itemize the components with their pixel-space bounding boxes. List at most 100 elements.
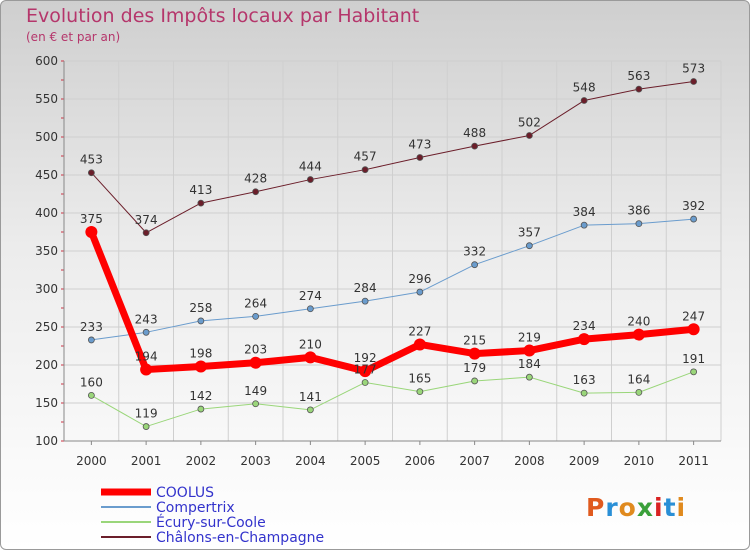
data-label-compertrix: 332 — [463, 245, 486, 259]
legend-label-coolus: COOLUS — [156, 485, 214, 501]
data-label-compertrix: 296 — [408, 272, 431, 286]
data-label-coolus: 215 — [463, 334, 486, 348]
data-label--cury-sur-coole: 141 — [299, 390, 322, 404]
data-point-compertrix — [361, 297, 369, 305]
data-point-ch-lons-en-champagne — [635, 85, 643, 93]
data-label-compertrix: 274 — [299, 289, 322, 303]
data-point-compertrix — [580, 221, 588, 229]
y-tick-label: 150 — [35, 396, 58, 410]
data-point-ch-lons-en-champagne — [252, 188, 260, 196]
data-label-compertrix: 392 — [682, 199, 705, 213]
x-tick-label: 2009 — [569, 454, 600, 468]
logo-letter: i — [654, 493, 664, 522]
data-label-coolus: 240 — [627, 315, 650, 329]
data-point-ch-lons-en-champagne — [416, 154, 424, 161]
data-label-ch-lons-en-champagne: 428 — [244, 172, 267, 186]
x-tick-label: 2002 — [186, 454, 217, 468]
data-label-ch-lons-en-champagne: 453 — [80, 153, 103, 167]
logo-letter: o — [618, 493, 637, 522]
legend-label--cury-sur-coole: Écury-sur-Coole — [156, 514, 266, 531]
data-point--cury-sur-coole — [361, 379, 369, 386]
x-tick-label: 2011 — [678, 454, 709, 468]
data-label-compertrix: 284 — [354, 281, 377, 295]
data-label-ch-lons-en-champagne: 413 — [189, 183, 212, 197]
x-tick-label: 2005 — [350, 454, 381, 468]
data-point-compertrix — [197, 317, 205, 325]
x-tick-label: 2003 — [240, 454, 271, 468]
y-tick-label: 500 — [35, 130, 58, 144]
series-line--cury-sur-coole — [90, 371, 695, 428]
data-label-compertrix: 233 — [80, 320, 103, 334]
logo-letter: t — [663, 493, 677, 522]
data-point-coolus — [140, 363, 153, 376]
proxiti-logo: Proxiti — [586, 493, 686, 522]
data-label-coolus: 247 — [682, 309, 705, 323]
data-label-compertrix: 357 — [518, 226, 541, 240]
y-tick-label: 550 — [35, 92, 58, 106]
data-label--cury-sur-coole: 164 — [627, 372, 650, 386]
chart-subtitle: (en € et par an) — [26, 30, 121, 44]
legend-label-compertrix: Compertrix — [156, 500, 235, 516]
series-layer — [85, 78, 700, 430]
y-tick-label: 100 — [35, 434, 58, 448]
data-label-ch-lons-en-champagne: 502 — [518, 115, 541, 129]
chart-title: Evolution des Impôts locaux par Habitant — [26, 5, 420, 27]
data-label-ch-lons-en-champagne: 444 — [299, 160, 322, 174]
data-label-ch-lons-en-champagne: 374 — [135, 213, 158, 227]
logo-letter: P — [586, 493, 606, 522]
y-tick-label: 350 — [35, 244, 58, 258]
data-point--cury-sur-coole — [197, 405, 205, 413]
legend: COOLUSCompertrixÉcury-sur-CooleChâlons-e… — [101, 485, 324, 546]
data-label--cury-sur-coole: 160 — [80, 375, 103, 389]
data-label-coolus: 234 — [573, 319, 596, 333]
data-point-ch-lons-en-champagne — [87, 169, 95, 177]
x-tick-label: 2001 — [131, 454, 162, 468]
y-tick-label: 300 — [35, 282, 58, 296]
data-point-compertrix — [525, 242, 533, 250]
data-label-compertrix: 386 — [627, 204, 650, 218]
data-point--cury-sur-coole — [525, 373, 533, 381]
data-label-coolus: 203 — [244, 343, 267, 357]
logo-letter: r — [605, 493, 619, 522]
y-tick-label: 200 — [35, 358, 58, 372]
data-label-coolus: 219 — [518, 331, 541, 345]
data-label--cury-sur-coole: 119 — [135, 407, 158, 421]
data-point--cury-sur-coole — [416, 388, 424, 396]
data-point--cury-sur-coole — [306, 406, 314, 414]
data-point-ch-lons-en-champagne — [525, 132, 533, 139]
data-labels: 453 374 413 428 444 457 473 488 502 548 563 573 233 2… — [80, 62, 705, 421]
data-point--cury-sur-coole — [87, 391, 95, 399]
data-label--cury-sur-coole: 184 — [518, 357, 541, 371]
data-label-compertrix: 264 — [244, 296, 267, 310]
data-point-ch-lons-en-champagne — [471, 142, 479, 150]
data-point-ch-lons-en-champagne — [197, 199, 205, 207]
data-point-ch-lons-en-champagne — [306, 176, 314, 183]
data-point-coolus — [523, 344, 536, 357]
data-label-coolus: 194 — [135, 350, 158, 364]
data-point-compertrix — [252, 312, 260, 320]
x-tick-label: 2004 — [295, 454, 326, 468]
x-tick-label: 2007 — [459, 454, 490, 468]
x-tick-label: 2008 — [514, 454, 545, 468]
data-label--cury-sur-coole: 149 — [244, 384, 267, 398]
data-point--cury-sur-coole — [690, 368, 698, 376]
x-tick-label: 2010 — [624, 454, 655, 468]
data-label-compertrix: 384 — [573, 205, 596, 219]
data-label--cury-sur-coole: 163 — [573, 373, 596, 387]
data-point-compertrix — [471, 261, 479, 269]
data-label-coolus: 375 — [80, 212, 103, 226]
data-label-ch-lons-en-champagne: 548 — [573, 81, 596, 95]
logo-letter: x — [636, 493, 654, 522]
data-label--cury-sur-coole: 191 — [682, 352, 705, 366]
grid — [63, 60, 722, 442]
data-point-coolus — [632, 328, 645, 341]
data-point-compertrix — [635, 220, 643, 228]
series-line-ch-lons-en-champagne — [90, 81, 695, 234]
data-point--cury-sur-coole — [252, 400, 260, 408]
data-label-ch-lons-en-champagne: 473 — [408, 138, 431, 152]
data-label-coolus: 210 — [299, 337, 322, 351]
series-line-coolus — [87, 228, 698, 375]
data-point--cury-sur-coole — [580, 389, 588, 397]
legend-label-ch-lons-en-champagne: Châlons-en-Champagne — [156, 530, 324, 546]
